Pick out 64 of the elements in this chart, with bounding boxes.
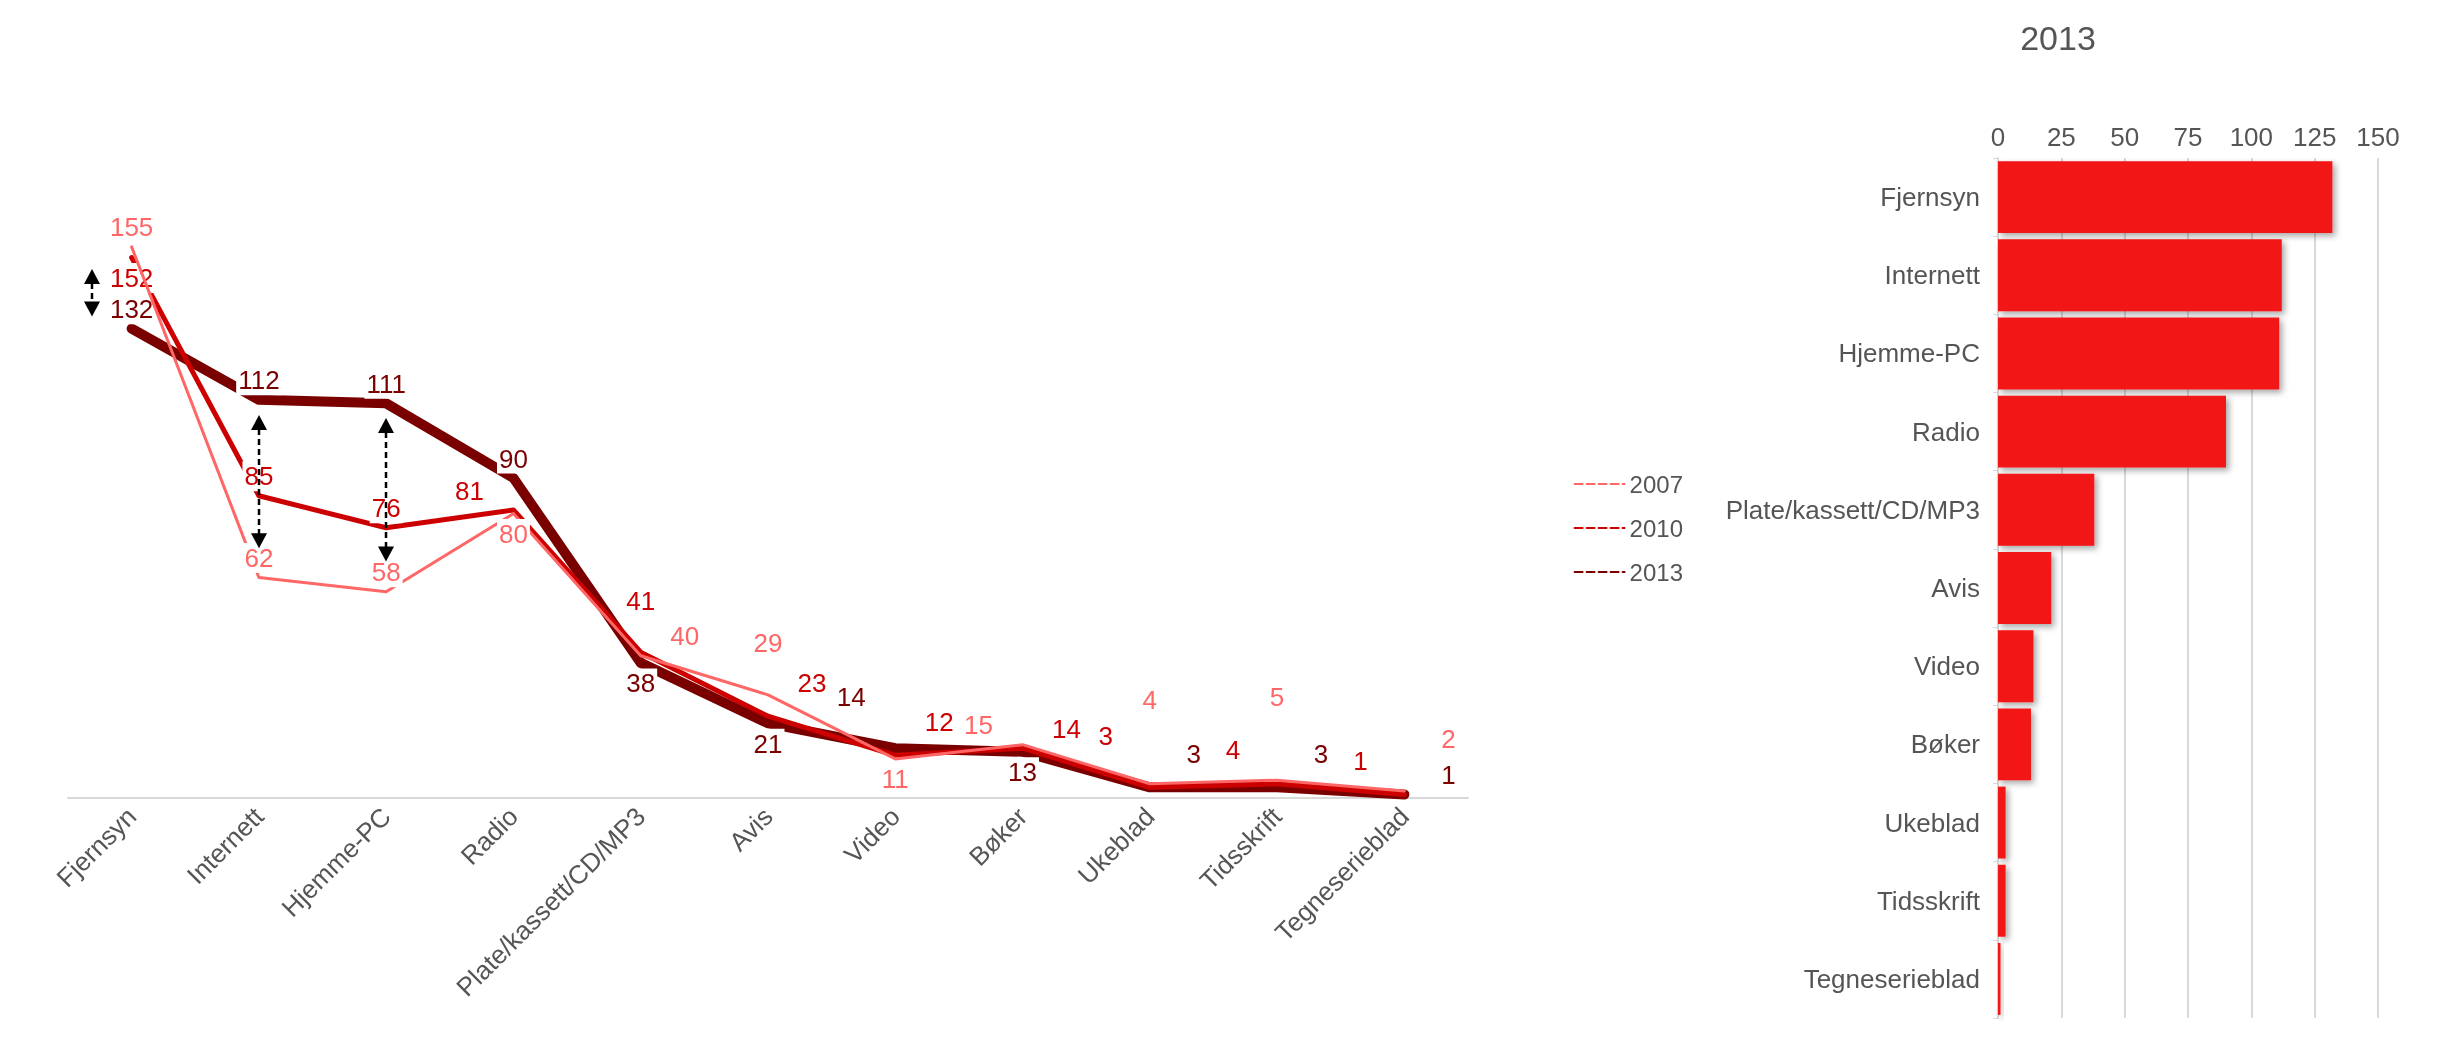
y-tick-label: Bøker [1910,729,1981,760]
bar [1998,942,2001,1015]
data-label: 2 [1441,724,1456,755]
bar [1998,552,2052,624]
bar [1998,708,2031,781]
data-label: 14 [836,681,866,712]
bar [1998,473,2095,546]
data-label: 4 [1142,685,1158,716]
data-label: 29 [753,628,783,659]
x-tick-label: Avis [723,801,779,857]
data-label: 112 [238,365,280,396]
data-label: 132 [109,294,154,325]
y-tick-label: Internett [1884,260,1981,291]
y-tick-label: Plate/kassett/CD/MP3 [1725,494,1980,525]
x-tick-label: 150 [2356,122,2400,152]
data-label: 111 [366,368,406,399]
bar [1998,630,2034,703]
data-label: 23 [797,667,827,698]
y-tick-label: Radio [1912,416,1980,447]
data-label: 41 [626,585,656,616]
data-label: 5 [1269,681,1285,712]
data-label: 15 [964,710,994,741]
data-label: 81 [454,475,484,506]
x-tick-label: 100 [2229,122,2274,152]
legend-label: 2013 [1629,558,1683,586]
x-tick-label: 75 [2173,122,2203,152]
y-tick-label: Video [1913,651,1980,682]
legend-label: 2010 [1629,514,1683,542]
data-label: 80 [498,519,528,550]
data-label: 21 [753,728,783,759]
y-tick-label: Avis [1931,573,1980,603]
data-label: 1 [1441,759,1456,790]
bar [1998,239,2282,312]
data-label: 155 [109,212,154,243]
bar [1998,864,2006,937]
data-label: 3 [1098,720,1114,751]
x-tick-label: 0 [1990,122,2006,152]
data-label: 4 [1225,735,1241,766]
x-tick-label: 25 [2046,122,2076,152]
bar [1998,395,2226,468]
y-tick-label: Fjernsyn [1880,182,1980,213]
y-tick-label: Hjemme-PC [1838,338,1980,369]
x-tick-label: 125 [2292,122,2337,152]
data-label: 1 [1353,745,1368,776]
legend-label: 2007 [1629,470,1683,498]
data-label: 90 [498,443,528,474]
x-tick-label: 50 [2110,122,2140,152]
chart-title: 2013 [2020,19,2096,57]
bar [1998,786,2006,859]
y-tick-label: Tegneserieblad [1803,963,1980,994]
data-label: 14 [1052,713,1082,744]
data-label: 40 [670,621,700,652]
data-label: 12 [924,706,954,737]
data-label: 76 [371,493,401,524]
bar [1998,317,2280,390]
data-label: 13 [1008,757,1038,788]
data-label: 85 [244,461,274,492]
data-label: 38 [626,668,656,699]
data-label: 3 [1313,738,1329,769]
data-label: 11 [881,764,909,795]
data-label: 3 [1186,738,1202,769]
bar [1998,161,2333,234]
data-label: 58 [371,557,401,588]
data-label: 62 [244,543,274,574]
